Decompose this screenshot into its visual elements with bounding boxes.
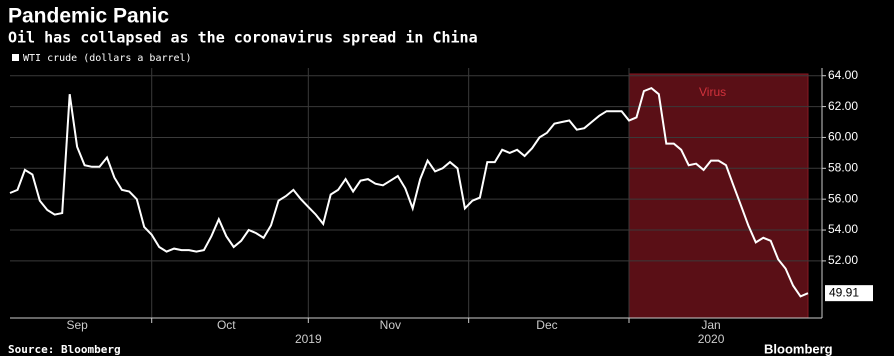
line [9, 86, 809, 298]
last-value-label: 49.91 [829, 285, 859, 299]
brand: Bloomberg [764, 341, 833, 356]
x-tick-label: Dec [536, 318, 557, 332]
legend-swatch [12, 54, 19, 61]
x-year-label: 2020 [698, 332, 725, 346]
source: Source: Bloomberg [8, 343, 121, 356]
y-tick-label: 54.00 [828, 222, 858, 236]
annotation: Virus [699, 85, 726, 99]
last-value-box [825, 285, 873, 302]
chart-subtitle: Oil has collapsed as the coronavirus spr… [8, 29, 478, 47]
y-tick-label: 64.00 [828, 68, 858, 82]
x-tick-label: Oct [217, 318, 236, 332]
y-tick-label: 60.00 [828, 130, 858, 144]
x-year-label: 2019 [295, 332, 322, 346]
shaded-region [628, 73, 809, 319]
x-tick-label: Sep [66, 318, 88, 332]
y-tick-label: 52.00 [828, 253, 858, 267]
y-tick-label: 58.00 [828, 160, 858, 174]
chart-title: Pandemic Panic [8, 5, 169, 28]
x-tick-label: Nov [380, 318, 401, 332]
legend-label: WTI crude (dollars a barrel) [23, 53, 192, 64]
y-tick-label: 56.00 [828, 191, 858, 205]
y-tick-label: 62.00 [828, 99, 858, 113]
x-tick-label: Jan [701, 318, 720, 332]
